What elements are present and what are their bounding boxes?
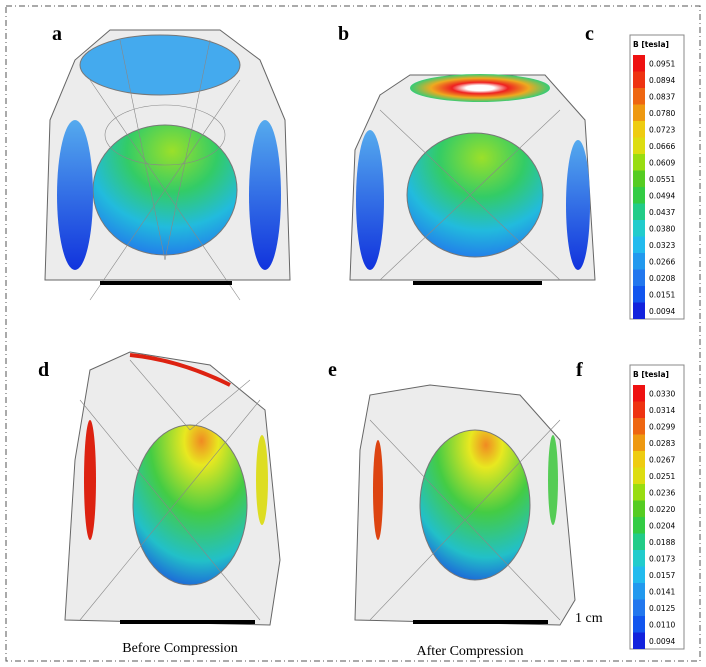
colorbar-label: 0.0266 — [649, 257, 675, 266]
colorbar-swatch — [633, 286, 645, 303]
colorbar-swatch — [633, 55, 645, 72]
colorbar-label: 0.0220 — [649, 505, 675, 514]
panel-label: d — [38, 359, 49, 381]
colorbar-label: 0.0141 — [649, 587, 675, 596]
colorbar-swatch — [633, 121, 645, 138]
colorbar-label: 0.0380 — [649, 224, 675, 233]
panel-label: b — [338, 23, 349, 45]
colorbar-swatch — [633, 517, 645, 534]
colorbar-label: 0.0251 — [649, 472, 675, 481]
colorbar-swatch — [633, 154, 645, 171]
colorbar-swatch — [633, 583, 645, 600]
colorbar-swatch — [633, 616, 645, 633]
colorbar-title: B [tesla] — [633, 40, 669, 49]
colorbar-swatch — [633, 434, 645, 451]
colorbar-label: 0.0330 — [649, 389, 675, 398]
caption: After Compression — [417, 644, 524, 659]
colorbar-label: 0.0837 — [649, 92, 675, 101]
render-d — [64, 351, 281, 626]
colorbar-swatch — [633, 385, 645, 402]
colorbar-swatch — [633, 484, 645, 501]
colorbar-label: 0.0894 — [649, 76, 675, 85]
colorbar-label: 0.0094 — [649, 307, 675, 316]
colorbar-label: 0.0666 — [649, 142, 675, 151]
colorbar-swatch — [633, 71, 645, 88]
colorbar-swatch — [633, 253, 645, 270]
colorbar-swatch — [633, 187, 645, 204]
colorbar-label: 0.0157 — [649, 571, 675, 580]
panel-label: e — [328, 359, 337, 381]
colorbar-swatch — [633, 451, 645, 468]
colorbar-label: 0.0551 — [649, 175, 675, 184]
render-b — [349, 74, 596, 285]
colorbar-label: 0.0299 — [649, 422, 675, 431]
colorbar-label: 0.0110 — [649, 620, 675, 629]
colorbar-swatch — [633, 269, 645, 286]
colorbar-label: 0.0188 — [649, 538, 675, 547]
colorbar-label: 0.0204 — [649, 521, 675, 530]
colorbar-swatch — [633, 632, 645, 649]
colorbar-label: 0.0267 — [649, 455, 675, 464]
colorbar-swatch — [633, 137, 645, 154]
colorbar-label: 0.0094 — [649, 637, 675, 646]
colorbar-label: 0.0208 — [649, 274, 675, 283]
colorbar-swatch — [633, 401, 645, 418]
colorbar-label: 0.0314 — [649, 406, 675, 415]
colorbar-swatch — [633, 599, 645, 616]
colorbar-swatch — [633, 500, 645, 517]
panel-label: a — [52, 23, 62, 45]
scale-label: 1 cm — [575, 611, 603, 626]
colorbar-swatch — [633, 88, 645, 105]
colorbar-swatch — [633, 566, 645, 583]
render-e — [354, 384, 576, 626]
colorbar-swatch — [633, 302, 645, 319]
colorbar-swatch — [633, 203, 645, 220]
colorbar-label: 0.0236 — [649, 488, 675, 497]
caption: Before Compression — [122, 641, 237, 656]
colorbar-swatch — [633, 418, 645, 435]
colorbar-swatch — [633, 550, 645, 567]
colorbar-label: 0.0151 — [649, 290, 675, 299]
panel-label: c — [585, 23, 594, 45]
colorbar-swatch — [633, 467, 645, 484]
colorbar-label: 0.0723 — [649, 125, 675, 134]
colorbar-label: 0.0173 — [649, 554, 675, 563]
colorbar-label: 0.0323 — [649, 241, 675, 250]
colorbar-label: 0.0951 — [649, 59, 675, 68]
colorbar-label: 0.0437 — [649, 208, 675, 217]
colorbar-swatch — [633, 170, 645, 187]
colorbar-swatch — [633, 533, 645, 550]
colorbar-label: 0.0780 — [649, 109, 675, 118]
colorbar-swatch — [633, 220, 645, 237]
render-a — [44, 29, 291, 301]
colorbar-swatch — [633, 104, 645, 121]
colorbar-label: 0.0609 — [649, 158, 675, 167]
colorbar-label: 0.0125 — [649, 604, 675, 613]
frame — [5, 5, 701, 662]
colorbar-label: 0.0494 — [649, 191, 675, 200]
colorbar-label: 0.0283 — [649, 439, 675, 448]
colorbar-swatch — [633, 236, 645, 253]
colorbar-title: B [tesla] — [633, 370, 669, 379]
panel-label: f — [576, 359, 583, 381]
